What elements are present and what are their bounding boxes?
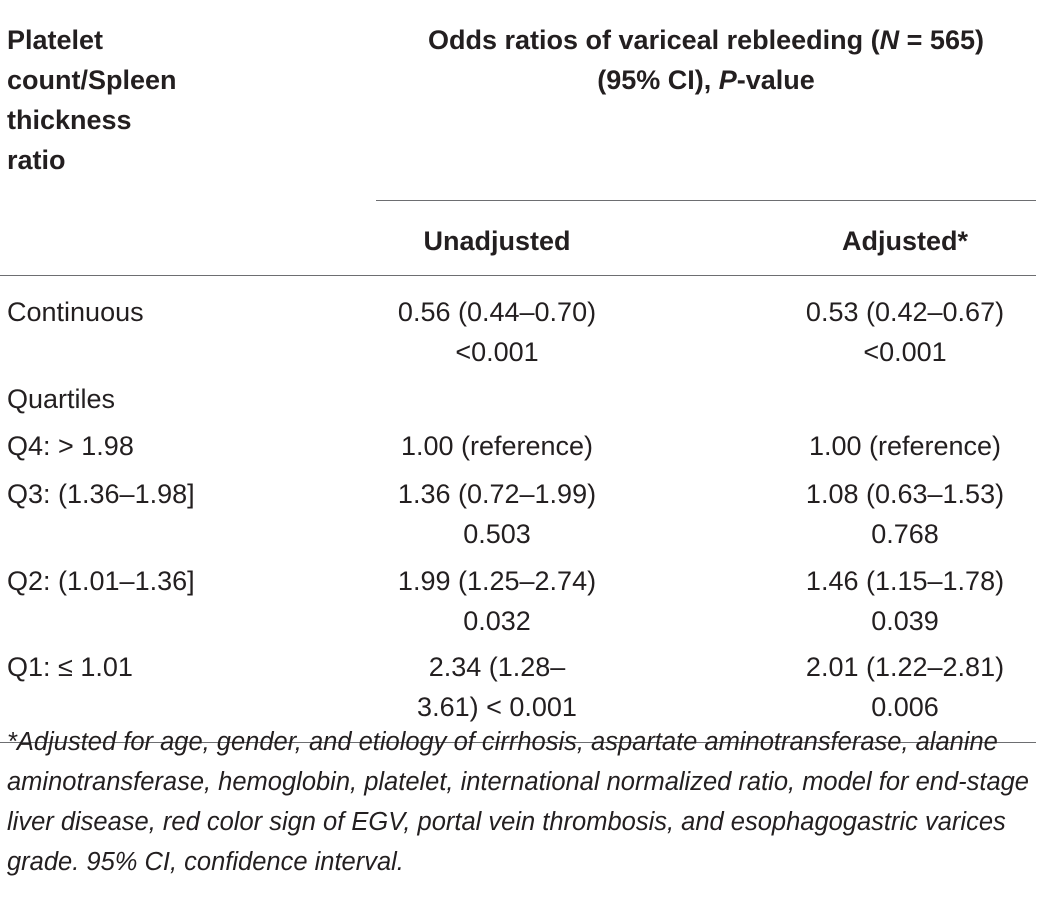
cell-adjusted-p: 0.039 bbox=[871, 606, 939, 636]
cell-unadjusted-or: 1.00 (reference) bbox=[400, 431, 594, 461]
row-label-header-line-3: thickness bbox=[7, 105, 132, 135]
row-label-header-line-4: ratio bbox=[7, 145, 66, 175]
row-label-quartiles: Quartiles bbox=[7, 384, 116, 414]
col-header-adjusted: Adjusted* bbox=[841, 226, 968, 256]
cell-unadjusted-or: 2.34 (1.28– bbox=[428, 652, 566, 682]
cell-adjusted-p: <0.001 bbox=[863, 337, 947, 367]
cell-unadjusted-or: 1.99 (1.25–2.74) bbox=[397, 566, 597, 596]
col-header-unadjusted: Unadjusted bbox=[423, 226, 571, 256]
cell-adjusted-p: 0.006 bbox=[871, 692, 939, 722]
cell-unadjusted-p: 3.61) < 0.001 bbox=[417, 692, 577, 722]
cell-adjusted-or: 2.01 (1.22–2.81) bbox=[805, 652, 1005, 682]
row-label-q1: Q1: ≤ 1.01 bbox=[7, 652, 133, 682]
cell-unadjusted-or: 0.56 (0.44–0.70) bbox=[397, 297, 597, 327]
cell-adjusted-or: 1.08 (0.63–1.53) bbox=[805, 479, 1005, 509]
table-bottom-rule bbox=[0, 742, 1036, 743]
cell-unadjusted-p: <0.001 bbox=[455, 337, 539, 367]
table-footnote: *Adjusted for age, gender, and etiology … bbox=[7, 728, 1029, 876]
row-label-q3: Q3: (1.36–1.98] bbox=[7, 479, 195, 509]
cell-adjusted-or: 1.46 (1.15–1.78) bbox=[805, 566, 1005, 596]
row-label-q2: Q2: (1.01–1.36] bbox=[7, 566, 195, 596]
header-bottom-rule bbox=[0, 275, 1036, 276]
cell-adjusted-or: 0.53 (0.42–0.67) bbox=[805, 297, 1005, 327]
cell-unadjusted-p: 0.032 bbox=[463, 606, 531, 636]
group-underline bbox=[376, 200, 1036, 201]
cell-unadjusted-or: 1.36 (0.72–1.99) bbox=[397, 479, 597, 509]
row-label-header-line-2: count/Spleen bbox=[7, 65, 177, 95]
row-label-header-line-1: Platelet bbox=[7, 25, 104, 55]
group-subtitle: (95% CI), P-value bbox=[597, 65, 815, 95]
row-label-q4: Q4: > 1.98 bbox=[7, 431, 134, 461]
group-title: Odds ratios of variceal rebleeding (N = … bbox=[428, 25, 984, 55]
row-label-continuous: Continuous bbox=[7, 297, 144, 327]
cell-adjusted-p: 0.768 bbox=[871, 519, 939, 549]
cell-adjusted-or: 1.00 (reference) bbox=[808, 431, 1002, 461]
cell-unadjusted-p: 0.503 bbox=[463, 519, 531, 549]
